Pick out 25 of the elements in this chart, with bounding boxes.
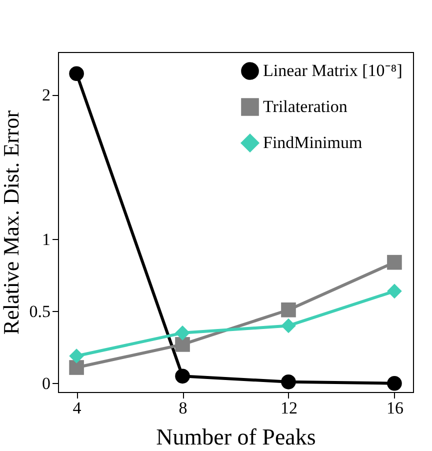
point [281,302,296,318]
y-tick-label: 0.5 [29,302,50,321]
point [281,374,296,390]
legend-label: Trilateration [263,97,348,116]
point [175,368,190,384]
point [175,326,190,340]
point [387,254,402,270]
y-tick-label: 2 [42,86,50,105]
point [69,348,84,364]
x-tick-label: 12 [280,398,298,418]
point [69,66,84,82]
x-tick-label: 16 [386,398,404,418]
x-axis-title: Number of Peaks [156,424,316,450]
point [69,360,84,375]
x-tick-label: 4 [72,398,82,418]
legend-label: Linear Matrix [10⁻⁸] [263,61,402,80]
point [281,318,296,334]
point [387,376,402,391]
y-tick-label: 1 [42,230,50,249]
point [175,337,190,352]
point [387,284,402,299]
legend-label: FindMinimum [263,133,362,152]
x-tick-label: 8 [178,398,188,418]
y-axis-title: Relative Max. Dist. Error [0,110,24,335]
y-tick-label: 0 [42,374,50,393]
